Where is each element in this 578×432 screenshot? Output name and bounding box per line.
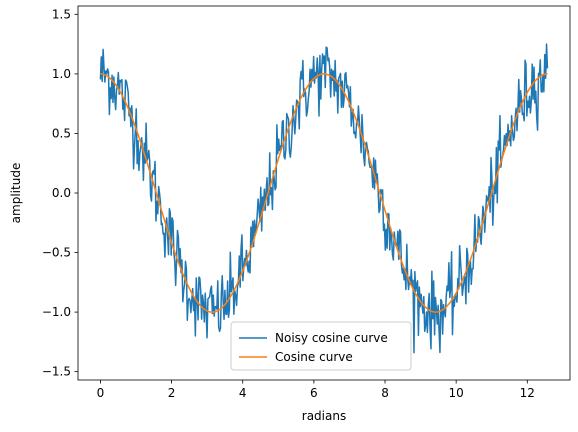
y-axis-label: amplitude [9, 163, 23, 224]
x-tick-label: 0 [97, 386, 105, 400]
y-tick-label: 0.0 [52, 186, 71, 200]
legend-label-noisy-cosine: Noisy cosine curve [275, 331, 388, 345]
x-tick-label: 8 [381, 386, 389, 400]
y-tick-label: 1.0 [52, 67, 71, 81]
y-axis-ticks: −1.5 −1.0 −0.5 0.0 0.5 1.0 1.5 [42, 7, 78, 379]
y-tick-label: −1.5 [42, 365, 71, 379]
x-tick-label: 12 [520, 386, 535, 400]
x-axis-label: radians [302, 409, 346, 423]
y-tick-label: −0.5 [42, 246, 71, 260]
legend: Noisy cosine curve Cosine curve [230, 321, 412, 371]
x-tick-label: 2 [168, 386, 176, 400]
x-tick-label: 4 [239, 386, 247, 400]
x-tick-label: 6 [310, 386, 318, 400]
x-tick-label: 10 [449, 386, 464, 400]
y-tick-label: −1.0 [42, 305, 71, 319]
cosine-series-line [100, 73, 548, 313]
legend-box [230, 321, 412, 371]
y-tick-label: 1.5 [52, 7, 71, 21]
y-tick-label: 0.5 [52, 126, 71, 140]
x-axis-ticks: 0 2 4 6 8 10 12 [97, 380, 535, 400]
legend-label-cosine: Cosine curve [275, 350, 353, 364]
noisy-cosine-series-line [99, 43, 549, 354]
